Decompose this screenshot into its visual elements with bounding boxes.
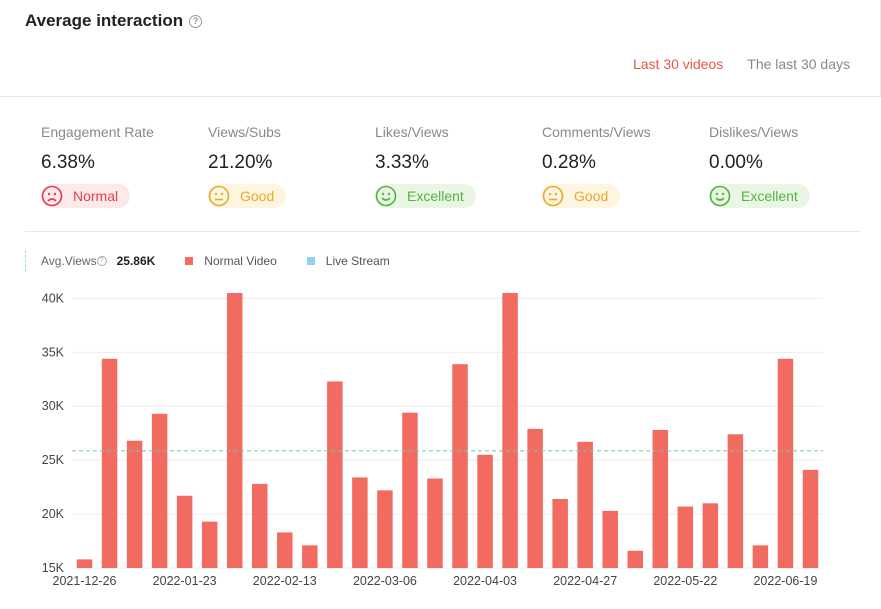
question-circle-icon[interactable]: ? [96, 256, 107, 266]
bar[interactable] [126, 440, 143, 568]
bar[interactable] [552, 498, 568, 568]
metrics-row: Engagement Rate 6.38% Normal Views/Subs … [0, 110, 881, 230]
bar[interactable] [677, 506, 694, 568]
metric-label: Likes/Views [375, 124, 449, 140]
x-tick-label: 2022-02-13 [253, 574, 317, 588]
bar[interactable] [352, 477, 368, 568]
metric-label: Views/Subs [208, 124, 281, 140]
y-tick-label: 25K [42, 453, 65, 467]
question-circle-icon[interactable]: ? [189, 14, 203, 28]
y-tick-label: 15K [42, 561, 65, 575]
y-tick-label: 35K [42, 345, 65, 359]
bar[interactable] [302, 545, 318, 568]
bar[interactable] [101, 358, 118, 568]
bar[interactable] [502, 293, 518, 568]
metric-value: 0.28% [542, 152, 596, 173]
bar[interactable] [802, 469, 819, 568]
legend-normal-video[interactable]: Normal Video [185, 254, 277, 268]
bar[interactable] [452, 364, 468, 568]
avg-views-value: 25.86K [116, 254, 156, 268]
bar[interactable] [252, 483, 268, 568]
status-badge: Excellent [709, 184, 810, 208]
section-title: Average interaction ? [25, 11, 203, 31]
bar[interactable] [777, 358, 794, 568]
legend-live-label: Live Stream [325, 254, 390, 268]
smile-face-icon [375, 185, 397, 207]
x-tick-label: 2022-06-19 [753, 574, 817, 588]
bar[interactable] [377, 490, 393, 568]
y-tick-label: 40K [42, 291, 65, 305]
bar[interactable] [627, 550, 644, 568]
x-tick-label: 2022-05-22 [653, 574, 717, 588]
bar[interactable] [151, 413, 168, 568]
y-tick-label: 30K [42, 399, 65, 413]
bar[interactable] [602, 510, 618, 568]
metric-comments-views: Comments/Views 0.28% Good [542, 124, 651, 212]
legend-swatch-live [306, 257, 315, 265]
chart-legend: Avg.Views ? 25.86K Normal Video Live Str… [25, 250, 420, 272]
bar[interactable] [477, 454, 493, 568]
metric-label: Dislikes/Views [709, 124, 799, 140]
bar[interactable] [76, 559, 93, 568]
bar[interactable] [402, 412, 418, 568]
header: Average interaction ? Last 30 videos The… [0, 0, 881, 97]
metric-value: 6.38% [41, 152, 95, 173]
legend-swatch-normal [185, 257, 194, 265]
x-tick-label: 2022-03-06 [353, 574, 417, 588]
legend-normal-label: Normal Video [204, 254, 277, 268]
bar[interactable] [752, 545, 769, 568]
tab-last-30-videos[interactable]: Last 30 videos [632, 56, 724, 72]
metric-value: 21.20% [208, 152, 273, 173]
x-tick-label: 2022-01-23 [153, 574, 217, 588]
bar[interactable] [226, 293, 243, 568]
sad-face-icon [41, 185, 63, 207]
status-text: Normal [73, 188, 119, 204]
legend-live-stream[interactable]: Live Stream [306, 254, 390, 268]
status-text: Excellent [741, 188, 798, 204]
status-badge: Excellent [375, 184, 476, 208]
status-text: Excellent [407, 188, 464, 204]
x-tick-label: 2022-04-27 [553, 574, 617, 588]
divider [25, 231, 861, 232]
bar[interactable] [652, 429, 669, 568]
status-badge: Good [208, 184, 287, 208]
metric-likes-views: Likes/Views 3.33% Excellent [375, 124, 476, 212]
metric-label: Engagement Rate [41, 124, 154, 140]
bar[interactable] [727, 434, 744, 568]
neutral-face-icon [542, 185, 564, 207]
bar[interactable] [702, 503, 719, 568]
x-tick-label: 2021-12-26 [53, 574, 117, 588]
status-badge: Good [542, 184, 621, 208]
bar[interactable] [277, 532, 293, 568]
bar[interactable] [577, 441, 593, 568]
bar[interactable] [176, 495, 193, 568]
bar[interactable] [527, 428, 543, 568]
bar[interactable] [427, 478, 443, 568]
views-bar-chart: 15K 20K 25K 30K 35K 40K 2021-12-26 2022-01-23 20… [42, 291, 823, 588]
smile-face-icon [709, 185, 731, 207]
bar[interactable] [327, 381, 343, 568]
status-text: Good [574, 188, 609, 204]
y-tick-label: 20K [42, 507, 65, 521]
x-tick-label: 2022-04-03 [453, 574, 517, 588]
status-text: Good [240, 188, 275, 204]
neutral-face-icon [208, 185, 230, 207]
metric-engagement-rate: Engagement Rate 6.38% Normal [41, 124, 154, 212]
metric-views-subs: Views/Subs 21.20% Good [208, 124, 287, 212]
metric-dislikes-views: Dislikes/Views 0.00% Excellent [709, 124, 810, 212]
metric-label: Comments/Views [542, 124, 651, 140]
metric-value: 3.33% [375, 152, 429, 173]
metric-value: 0.00% [709, 152, 763, 173]
period-tabs: Last 30 videos The last 30 days [633, 56, 850, 72]
bar[interactable] [201, 521, 218, 568]
status-badge: Normal [41, 184, 131, 208]
title-text: Average interaction [25, 11, 184, 30]
tab-last-30-days[interactable]: The last 30 days [747, 56, 850, 72]
avg-views-label: Avg.Views [41, 254, 97, 268]
